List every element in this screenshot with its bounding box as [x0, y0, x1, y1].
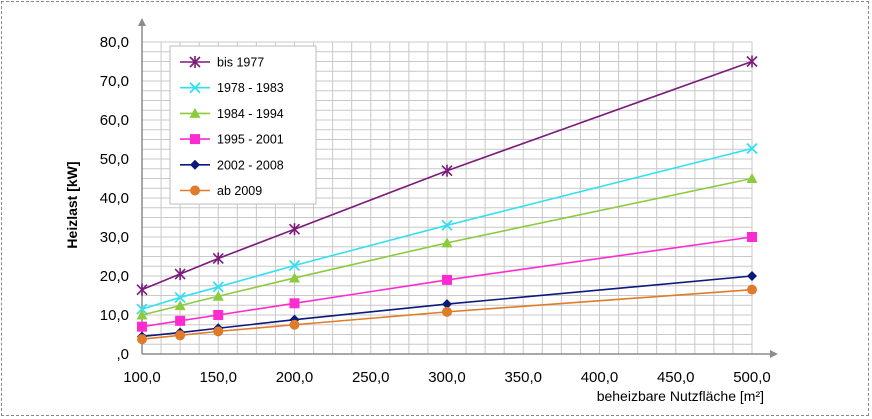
legend-label: 1995 - 2001 [217, 133, 284, 147]
data-point [174, 300, 186, 311]
data-point [190, 185, 200, 196]
data-point [189, 82, 201, 94]
series-line [141, 275, 753, 338]
data-point [189, 56, 201, 68]
x-tick-label: 450,0 [657, 369, 695, 386]
legend-label: 2002 - 2008 [217, 158, 284, 172]
data-point [442, 306, 452, 317]
series-2 [136, 142, 758, 315]
data-point [213, 326, 224, 337]
x-axis-arrow [770, 350, 778, 358]
data-point [212, 281, 224, 293]
data-point [442, 274, 452, 285]
x-tick-label: 300,0 [428, 369, 466, 386]
data-point [190, 159, 200, 170]
series-3 [136, 173, 758, 320]
data-point [441, 219, 453, 231]
series-6 [137, 284, 757, 345]
x-tick-label: 200,0 [276, 369, 314, 386]
legend-entry: bis 1977 [180, 56, 264, 70]
data-point [212, 252, 224, 265]
y-tick-label: 80,0 [100, 34, 129, 51]
legend-entry: 2002 - 2008 [180, 158, 284, 172]
data-point [189, 107, 201, 118]
legend-label: 1978 - 1983 [217, 81, 284, 95]
y-tick-label: 70,0 [100, 73, 129, 90]
series-line [141, 147, 753, 310]
tick-labels: 100,0 150,0 200,0 250,0 300,0 350,0 400,0 450,0… [100, 34, 771, 386]
y-tick-label: 60,0 [100, 112, 129, 129]
legend-box [169, 45, 317, 205]
x-tick-label: 100,0 [123, 369, 161, 386]
legend-entry: 1978 - 1983 [180, 81, 284, 95]
data-point [747, 271, 757, 281]
x-axis-label: beheizbare Nutzfläche [m²] [597, 388, 764, 404]
series-4 [137, 232, 757, 332]
data-point [746, 173, 758, 183]
legend-label: ab 2009 [217, 184, 262, 198]
series-line [141, 60, 753, 291]
data-point [190, 134, 200, 145]
data-point [136, 303, 148, 315]
data-point [137, 334, 147, 345]
data-point [213, 310, 224, 320]
legend-entry: 1984 - 1994 [180, 107, 284, 121]
data-point [747, 232, 757, 242]
data-point [746, 55, 758, 68]
y-tick-label: 40,0 [100, 190, 129, 207]
y-tick-label: ,0 [116, 346, 129, 363]
x-tick-label: 250,0 [352, 369, 390, 386]
legend-label: bis 1977 [217, 56, 264, 70]
series-1 [136, 55, 758, 296]
data-point [441, 237, 453, 248]
data-point [136, 283, 148, 296]
series-line [141, 288, 753, 340]
data-point [175, 315, 186, 326]
y-tick-label: 10,0 [100, 307, 129, 324]
series-line [141, 236, 753, 328]
data-point [136, 309, 148, 320]
x-tick-label: 500,0 [733, 369, 771, 386]
x-tick-label: 150,0 [199, 369, 237, 386]
x-tick-label: 400,0 [581, 369, 619, 386]
legend-entry: ab 2009 [180, 184, 262, 198]
y-tick-label: 20,0 [100, 268, 129, 285]
data-point [175, 330, 186, 341]
data-point [746, 142, 758, 155]
y-axis-label: Heizlast [kW] [64, 161, 80, 248]
data-point [288, 259, 301, 272]
data-point [442, 299, 452, 310]
data-point [137, 321, 147, 332]
y-tick-label: 30,0 [100, 229, 129, 246]
data-point [174, 268, 186, 281]
data-point [212, 290, 224, 301]
series-layer [136, 55, 758, 345]
data-point [288, 223, 301, 236]
legend: bis 1977 1978 - 1983 1984 - 1994 1995 - 200… [169, 45, 317, 205]
x-tick-label: 350,0 [504, 369, 542, 386]
y-tick-label: 50,0 [100, 151, 129, 168]
series-line [141, 177, 753, 316]
data-point [289, 272, 300, 283]
y-axis-arrow [138, 18, 146, 26]
axes [138, 18, 778, 358]
legend-entry: 1995 - 2001 [180, 133, 284, 147]
data-point [747, 284, 757, 295]
data-point [289, 298, 300, 309]
data-point [289, 319, 300, 330]
legend-label: 1984 - 1994 [217, 107, 284, 121]
data-point [441, 164, 453, 177]
data-point [174, 291, 186, 304]
